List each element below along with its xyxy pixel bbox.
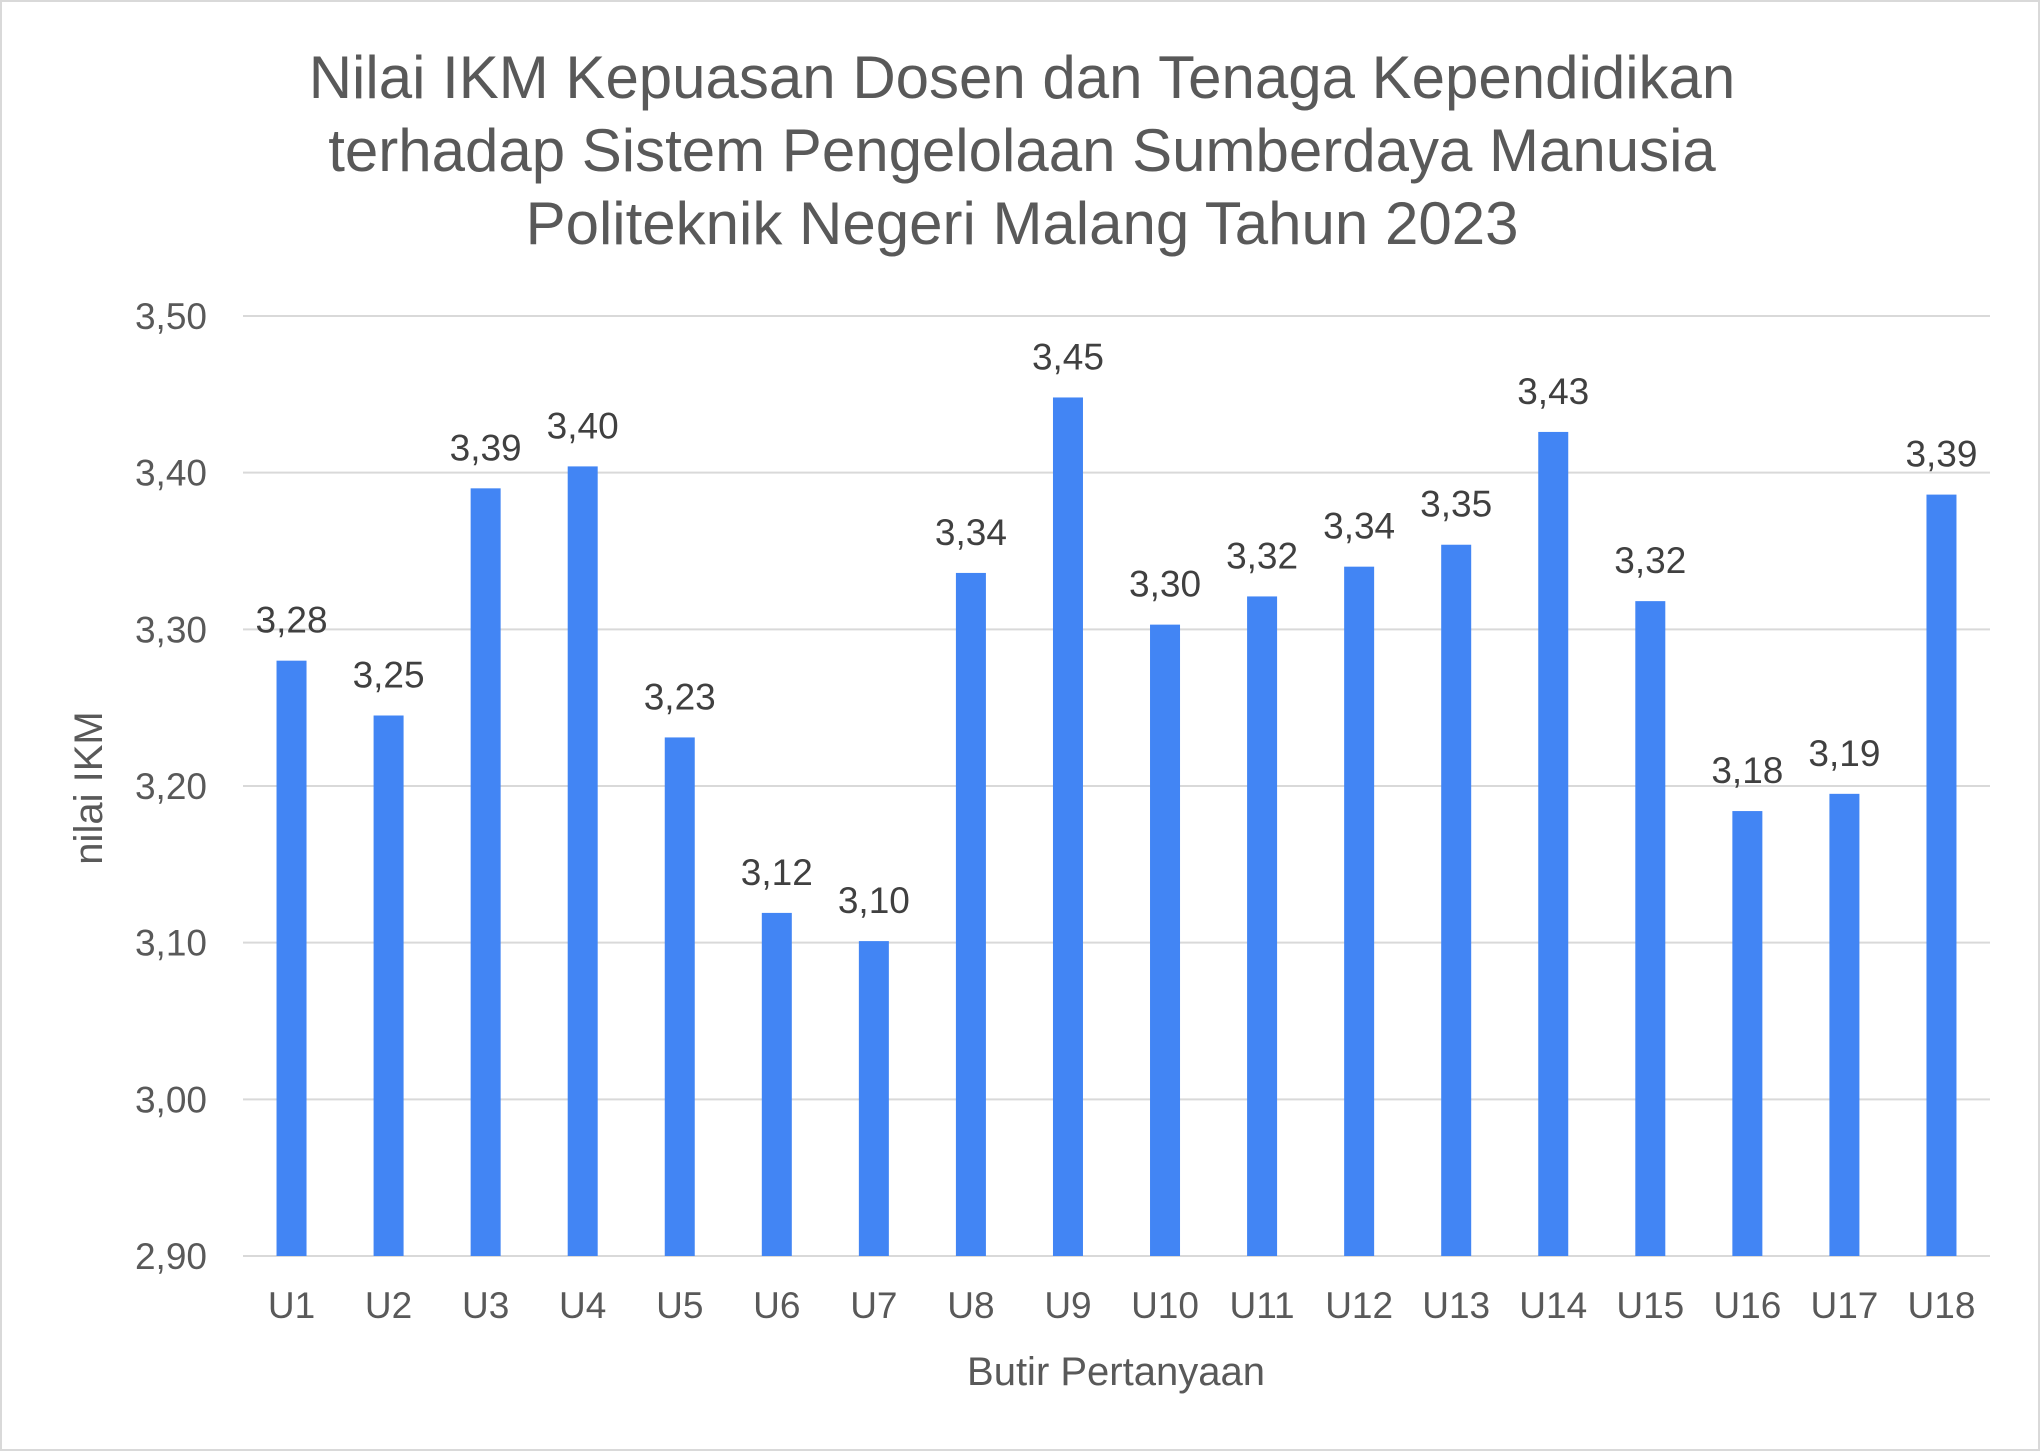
x-tick-label: U14 xyxy=(1519,1285,1587,1326)
bar-u5 xyxy=(664,737,695,1256)
bar-u3 xyxy=(470,488,501,1256)
x-tick-label: U16 xyxy=(1713,1285,1781,1326)
bar-u15 xyxy=(1635,601,1666,1256)
bar-u6 xyxy=(761,912,792,1256)
x-tick-label: U10 xyxy=(1131,1285,1199,1326)
data-label-u14: 3,43 xyxy=(1517,371,1589,412)
bar-u14 xyxy=(1538,431,1569,1256)
bar-u1 xyxy=(276,660,307,1256)
x-tick-label: U9 xyxy=(1044,1285,1091,1326)
chart-title-line-3: Politeknik Negeri Malang Tahun 2023 xyxy=(526,190,1519,257)
bar-u11 xyxy=(1247,596,1278,1256)
x-tick-label: U18 xyxy=(1908,1285,1976,1326)
data-label-u18: 3,39 xyxy=(1905,434,1977,475)
bar-u16 xyxy=(1732,811,1763,1256)
data-label-u11: 3,32 xyxy=(1226,535,1298,576)
data-label-u6: 3,12 xyxy=(741,852,813,893)
y-tick-label: 2,90 xyxy=(135,1236,207,1277)
chart-title-line-1: Nilai IKM Kepuasan Dosen dan Tenaga Kepe… xyxy=(309,44,1736,111)
bar-u9 xyxy=(1052,397,1083,1256)
data-label-u2: 3,25 xyxy=(353,655,425,696)
x-axis-title: Butir Pertanyaan xyxy=(967,1350,1265,1394)
y-axis-tick-labels: 2,90 3,00 3,10 3,20 3,30 3,40 3,50 xyxy=(135,296,207,1277)
data-label-u17: 3,19 xyxy=(1808,733,1880,774)
y-tick-label: 3,20 xyxy=(135,766,207,807)
data-label-u10: 3,30 xyxy=(1129,564,1201,605)
gridlines xyxy=(243,315,1990,1257)
x-tick-label: U4 xyxy=(559,1285,606,1326)
y-tick-label: 3,40 xyxy=(135,453,207,494)
x-tick-label: U2 xyxy=(365,1285,412,1326)
data-label-u13: 3,35 xyxy=(1420,484,1492,525)
x-tick-label: U15 xyxy=(1616,1285,1684,1326)
data-label-u5: 3,23 xyxy=(644,676,716,717)
bar-u18 xyxy=(1926,494,1957,1257)
data-label-u15: 3,32 xyxy=(1614,540,1686,581)
bar-u2 xyxy=(373,715,404,1256)
x-axis-tick-labels: U1 U2 U3 U4 U5 U6 U7 U8 U9 U10 U11 U12 U13 U14 U15 U16 U… xyxy=(268,1285,1976,1326)
x-tick-label: U3 xyxy=(462,1285,509,1326)
data-label-u4: 3,40 xyxy=(547,405,619,446)
bar-u13 xyxy=(1441,544,1472,1256)
bar-u7 xyxy=(858,941,889,1256)
data-label-u16: 3,18 xyxy=(1711,750,1783,791)
y-tick-label: 3,10 xyxy=(135,923,207,964)
data-label-u8: 3,34 xyxy=(935,512,1007,553)
y-tick-label: 3,00 xyxy=(135,1079,207,1120)
x-tick-label: U8 xyxy=(947,1285,994,1326)
x-tick-label: U11 xyxy=(1230,1285,1295,1326)
data-label-u7: 3,10 xyxy=(838,880,910,921)
bar-u4 xyxy=(567,466,598,1256)
x-tick-label: U5 xyxy=(656,1285,703,1326)
y-tick-label: 3,50 xyxy=(135,296,207,337)
x-tick-label: U7 xyxy=(850,1285,897,1326)
x-tick-label: U1 xyxy=(268,1285,315,1326)
y-axis-title: nilai IKM xyxy=(67,711,111,864)
bar-u8 xyxy=(955,572,986,1256)
data-label-u3: 3,39 xyxy=(450,427,522,468)
data-labels: 3,28 3,25 3,39 3,40 3,23 3,12 3,10 3,34 3,45 3,30… xyxy=(256,336,1978,921)
x-tick-label: U13 xyxy=(1422,1285,1490,1326)
data-label-u1: 3,28 xyxy=(256,600,328,641)
chart-title: Nilai IKM Kepuasan Dosen dan Tenaga Kepe… xyxy=(309,44,1736,257)
bars xyxy=(276,397,1957,1257)
y-tick-label: 3,30 xyxy=(135,609,207,650)
chart-title-line-2: terhadap Sistem Pengelolaan Sumberdaya M… xyxy=(328,117,1716,184)
data-label-u9: 3,45 xyxy=(1032,336,1104,377)
bar-u10 xyxy=(1150,624,1181,1256)
data-label-u12: 3,34 xyxy=(1323,506,1395,547)
x-tick-label: U6 xyxy=(753,1285,800,1326)
bar-u12 xyxy=(1344,566,1375,1256)
x-tick-label: U12 xyxy=(1325,1285,1393,1326)
x-tick-label: U17 xyxy=(1810,1285,1878,1326)
bar-u17 xyxy=(1829,793,1860,1256)
